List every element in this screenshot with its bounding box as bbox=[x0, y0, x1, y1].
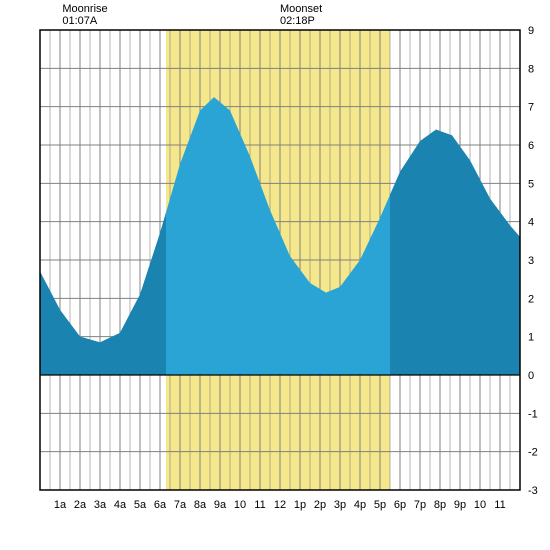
x-tick-label: 10 bbox=[234, 499, 246, 511]
y-tick-label: 2 bbox=[528, 293, 534, 305]
y-tick-label: 1 bbox=[528, 332, 534, 344]
y-tick-label: 8 bbox=[528, 63, 534, 75]
x-tick-label: 11 bbox=[494, 499, 505, 511]
x-tick-label: 2a bbox=[74, 499, 87, 511]
x-tick-label: 12 bbox=[274, 499, 286, 511]
x-tick-label: 1p bbox=[294, 499, 306, 511]
x-tick-label: 11 bbox=[254, 499, 265, 511]
x-tick-label: 7p bbox=[414, 499, 426, 511]
y-tick-label: -1 bbox=[528, 408, 538, 420]
x-tick-label: 8a bbox=[194, 499, 207, 511]
y-tick-label: 6 bbox=[528, 140, 534, 152]
y-tick-label: -3 bbox=[528, 485, 538, 497]
y-tick-label: 4 bbox=[528, 217, 534, 229]
x-tick-label: 6p bbox=[394, 499, 406, 511]
x-tick-label: 8p bbox=[434, 499, 446, 511]
x-tick-label: 4a bbox=[114, 499, 127, 511]
x-tick-label: 3a bbox=[94, 499, 107, 511]
x-tick-label: 10 bbox=[474, 499, 486, 511]
header-label: Moonrise bbox=[62, 3, 107, 15]
x-tick-label: 2p bbox=[314, 499, 326, 511]
y-tick-label: 5 bbox=[528, 178, 534, 190]
y-tick-label: -2 bbox=[528, 447, 538, 459]
tide-chart: -3-2-101234567891a2a3a4a5a6a7a8a9a101112… bbox=[0, 0, 550, 550]
y-tick-label: 7 bbox=[528, 102, 534, 114]
y-tick-label: 9 bbox=[528, 25, 534, 37]
x-tick-label: 5p bbox=[374, 499, 386, 511]
x-tick-label: 1a bbox=[54, 499, 67, 511]
x-tick-label: 4p bbox=[354, 499, 366, 511]
header-time: 01:07A bbox=[62, 15, 98, 27]
x-tick-label: 6a bbox=[154, 499, 167, 511]
x-tick-label: 5a bbox=[134, 499, 147, 511]
y-tick-label: 0 bbox=[528, 370, 534, 382]
x-tick-label: 3p bbox=[334, 499, 346, 511]
chart-svg: -3-2-101234567891a2a3a4a5a6a7a8a9a101112… bbox=[0, 0, 550, 550]
x-tick-label: 9p bbox=[454, 499, 466, 511]
y-tick-label: 3 bbox=[528, 255, 534, 267]
header-time: 02:18P bbox=[280, 15, 315, 27]
x-tick-label: 7a bbox=[174, 499, 187, 511]
x-tick-label: 9a bbox=[214, 499, 227, 511]
header-label: Moonset bbox=[280, 3, 322, 15]
